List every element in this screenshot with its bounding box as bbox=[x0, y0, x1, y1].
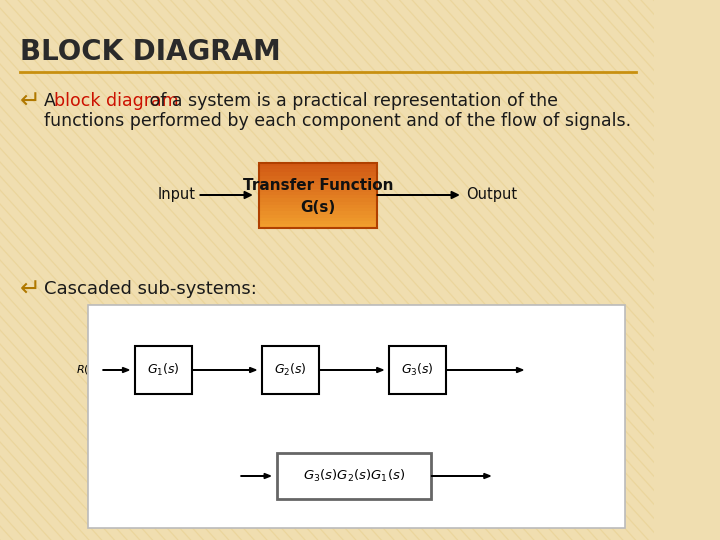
Text: block diagram: block diagram bbox=[55, 92, 179, 110]
Bar bbox=[135, 346, 192, 394]
Bar bbox=[258, 195, 377, 199]
Text: $G_1(s)R(s)$: $G_1(s)R(s)$ bbox=[203, 328, 251, 342]
Bar bbox=[258, 182, 377, 186]
Bar bbox=[258, 198, 377, 202]
Text: $R(s)$: $R(s)$ bbox=[212, 469, 236, 483]
Bar bbox=[258, 192, 377, 195]
Bar bbox=[258, 211, 377, 215]
Text: $G_3(s)G_2(s)G_1(s)$: $G_3(s)G_2(s)G_1(s)$ bbox=[303, 468, 405, 484]
FancyArrow shape bbox=[431, 474, 490, 478]
Text: $X_2(s)=$: $X_2(s)=$ bbox=[208, 314, 246, 328]
Text: functions performed by each component and of the flow of signals.: functions performed by each component an… bbox=[44, 112, 631, 130]
Bar bbox=[258, 166, 377, 170]
Bar bbox=[258, 218, 377, 221]
Text: $X_1(s)=$: $X_1(s)=$ bbox=[336, 314, 373, 328]
Bar bbox=[258, 214, 377, 218]
Bar bbox=[277, 453, 431, 499]
Bar bbox=[258, 188, 377, 192]
Text: A: A bbox=[44, 92, 61, 110]
Bar bbox=[258, 224, 377, 228]
Text: $(b)$: $(b)$ bbox=[347, 507, 366, 522]
Text: $C'(s)=$: $C'(s)=$ bbox=[453, 315, 488, 328]
Bar bbox=[258, 185, 377, 189]
Bar bbox=[258, 205, 377, 208]
Text: Output: Output bbox=[466, 187, 517, 202]
FancyArrow shape bbox=[240, 474, 271, 478]
Text: $G_2(s)$: $G_2(s)$ bbox=[274, 362, 307, 378]
FancyArrow shape bbox=[102, 368, 129, 373]
Text: ↵: ↵ bbox=[20, 278, 41, 302]
Text: BLOCK DIAGRAM: BLOCK DIAGRAM bbox=[20, 38, 281, 66]
FancyArrow shape bbox=[377, 192, 459, 199]
Bar bbox=[258, 163, 377, 227]
Text: G(s): G(s) bbox=[300, 199, 336, 214]
Text: Cascaded sub-systems:: Cascaded sub-systems: bbox=[44, 280, 256, 298]
Text: $C(s)$: $C(s)$ bbox=[495, 469, 519, 483]
Bar bbox=[88, 305, 625, 528]
FancyArrow shape bbox=[199, 192, 251, 199]
Text: of a system is a practical representation of the: of a system is a practical representatio… bbox=[144, 92, 558, 110]
Text: $R(s)$: $R(s)$ bbox=[76, 363, 99, 376]
Bar bbox=[258, 163, 377, 166]
Text: $(a)$: $(a)$ bbox=[347, 408, 366, 423]
Text: Input: Input bbox=[158, 187, 196, 202]
Text: $G_2(s)G_1(s)R(s)$: $G_2(s)G_1(s)R(s)$ bbox=[317, 328, 391, 342]
Text: $G_1(s)$: $G_1(s)$ bbox=[147, 362, 180, 378]
Bar bbox=[262, 346, 319, 394]
Bar bbox=[390, 346, 446, 394]
Text: ↵: ↵ bbox=[20, 90, 41, 114]
Bar bbox=[258, 201, 377, 205]
Bar bbox=[258, 179, 377, 183]
Bar bbox=[258, 208, 377, 212]
Bar bbox=[258, 176, 377, 179]
Text: $G_3(s)G_2(s)G_1(s)R(s)$: $G_3(s)G_2(s)G_1(s)R(s)$ bbox=[453, 328, 554, 342]
FancyArrow shape bbox=[319, 368, 383, 373]
FancyArrow shape bbox=[446, 368, 523, 373]
Bar bbox=[258, 221, 377, 225]
Bar bbox=[258, 169, 377, 173]
FancyArrow shape bbox=[192, 368, 256, 373]
Text: Transfer Function: Transfer Function bbox=[243, 178, 393, 192]
Text: $G_3(s)$: $G_3(s)$ bbox=[401, 362, 434, 378]
Bar bbox=[258, 172, 377, 176]
